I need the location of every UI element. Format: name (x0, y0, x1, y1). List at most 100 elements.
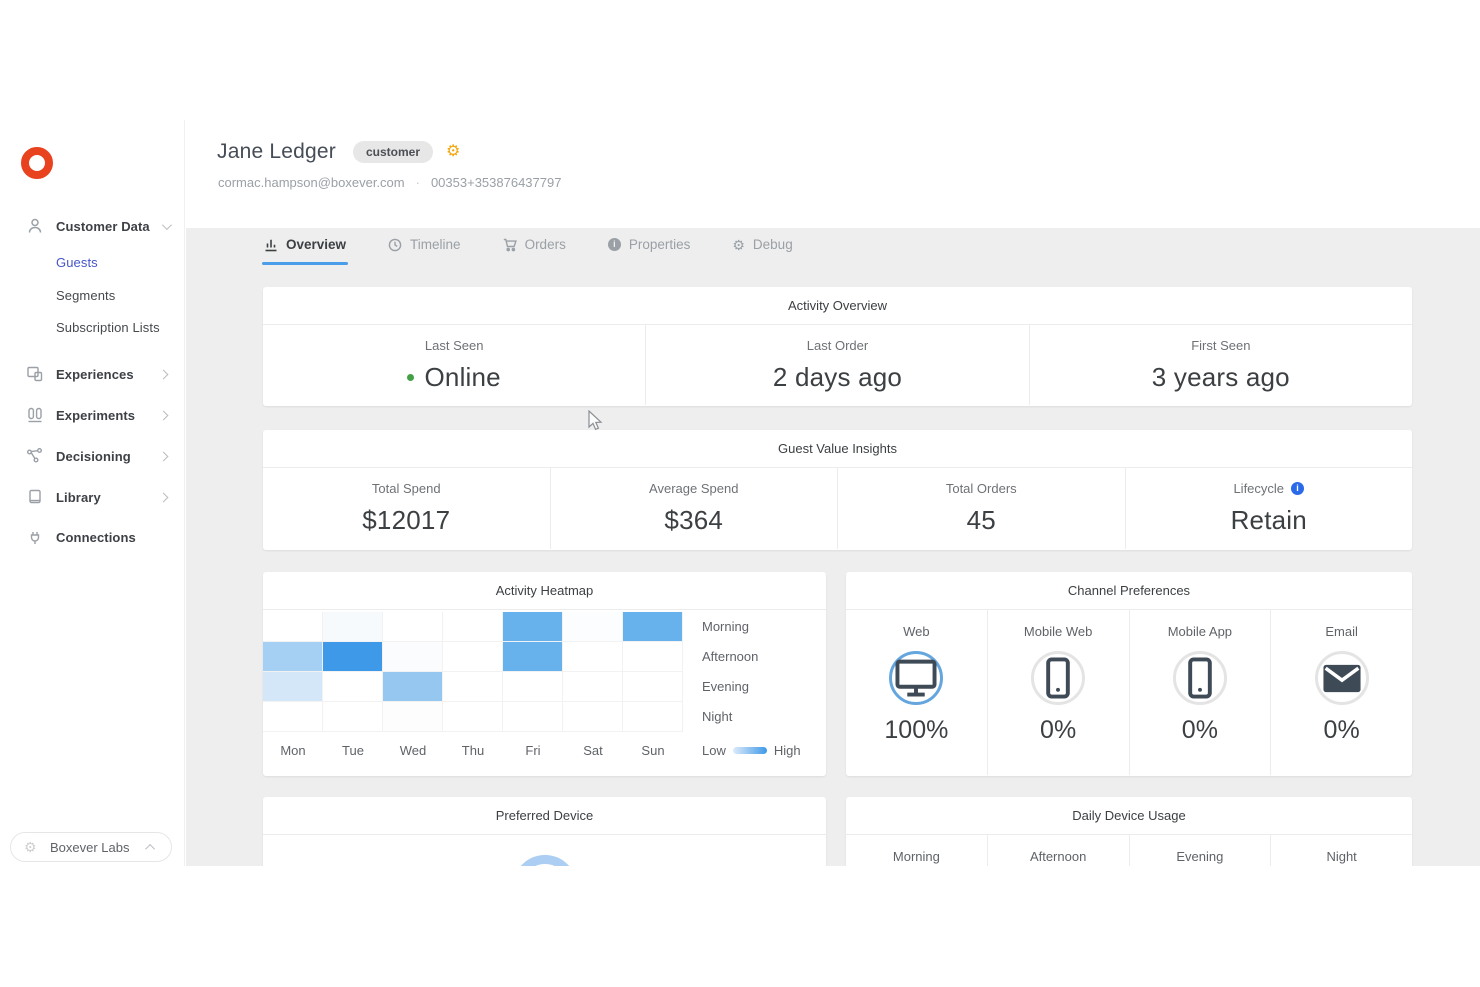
sidebar-item-decisioning[interactable]: Decisioning (0, 444, 185, 468)
metric-value: Retain (1230, 505, 1307, 535)
tab-orders[interactable]: Orders (503, 237, 566, 265)
channel-web: Web 100% (846, 610, 988, 775)
sidebar-item-label: Decisioning (56, 448, 131, 464)
channel-ring (1314, 651, 1369, 705)
usage-column-evening: Evening (1130, 835, 1272, 866)
heatmap-row-label: Morning (702, 619, 749, 634)
clock-icon (388, 238, 402, 252)
tab-debug[interactable]: ⚙ Debug (732, 237, 792, 265)
heatmap-cell-sat-afternoon (563, 642, 623, 672)
heatmap-cell-thu-night (443, 702, 503, 732)
content-area: Overview Timeline Orders Properties ⚙ Debug A… (186, 228, 1480, 866)
monitor-icon (892, 654, 940, 702)
sidebar-item-experiments[interactable]: Experiments (0, 403, 185, 427)
sidebar-item-label: Segments (56, 287, 116, 303)
channel-preferences-body: Web 100% Mobile Web 0% Mobile App 0% Email 0% (846, 610, 1412, 775)
heatmap-cell-fri-night (503, 702, 563, 732)
channel-mobile-web: Mobile Web 0% (988, 610, 1130, 775)
info-icon[interactable]: i (1291, 482, 1305, 495)
channel-label: Email (1325, 624, 1358, 639)
experiments-icon (26, 406, 44, 424)
heatmap-day-label: Wed (399, 743, 427, 758)
person-icon (26, 217, 44, 235)
activity-overview-card: Activity Overview Last Seen Online Last Or… (263, 287, 1412, 406)
page-title: Jane Ledger (217, 140, 336, 163)
metric-value: $364 (664, 505, 724, 535)
metric-label: Total Spend (371, 481, 441, 496)
sidebar-item-connections[interactable]: Connections (0, 525, 185, 549)
sidebar-item-segments[interactable]: Segments (0, 283, 185, 307)
channel-label: Mobile App (1167, 624, 1233, 639)
usage-column-night: Night (1326, 849, 1357, 864)
metric-value: Online (407, 362, 501, 393)
tab-timeline[interactable]: Timeline (388, 237, 461, 265)
preferred-device-card: Preferred Device (263, 797, 826, 866)
heatmap-day-label: Sun (641, 743, 665, 758)
profile-header: Jane Ledger customer ⚙ cormac.hampson@bo… (186, 120, 1480, 228)
activity-heatmap-card: Activity Heatmap Morning Afternoon Evening… (263, 572, 826, 776)
tab-label: Properties (628, 237, 691, 252)
sidebar-item-customer-data[interactable]: Customer Data (0, 214, 185, 238)
heatmap-row-label: Night (702, 709, 733, 724)
value-metric-lifecycle: Lifecycle i Retain (1126, 468, 1413, 549)
sidebar-item-subscription-lists[interactable]: Subscription Lists (0, 315, 185, 339)
guest-value-insights-title: Guest Value Insights (263, 430, 1412, 468)
daily-device-usage-card: Daily Device Usage Morning Afternoon Eveni… (846, 797, 1412, 866)
legend-gradient-bar (732, 747, 767, 754)
heatmap-cell-sun-morning (623, 612, 683, 642)
usage-column-morning: Morning (846, 835, 988, 866)
heatmap-cell-sun-night (623, 702, 683, 732)
heatmap-row-night: Night (263, 702, 826, 732)
cart-icon (503, 238, 517, 252)
channel-percentage: 0% (1040, 716, 1077, 744)
heatmap-cell-mon-afternoon (263, 642, 323, 672)
value-metric-average-spend: Average Spend $364 (551, 468, 838, 549)
chevron-right-icon (158, 492, 169, 502)
channel-label: Web (903, 624, 930, 639)
metric-value: 3 years ago (1151, 361, 1290, 392)
metric-label: First Seen (1191, 337, 1251, 353)
tab-label: Overview (286, 237, 347, 252)
profile-settings-gear-icon[interactable]: ⚙ (446, 143, 461, 160)
sidebar-item-guests[interactable]: Guests (0, 250, 185, 274)
sidebar-item-label: Connections (56, 529, 136, 545)
boxever-labs-button[interactable]: ⚙ Boxever Labs (10, 832, 172, 862)
tab-overview[interactable]: Overview (261, 237, 349, 265)
legend-low-label: Low (702, 743, 726, 758)
heatmap-cell-sat-night (563, 702, 623, 732)
heatmap-cell-mon-evening (263, 672, 323, 702)
tab-properties[interactable]: Properties (607, 237, 691, 265)
heatmap-cell-sun-evening (623, 672, 683, 702)
daily-device-usage-title: Daily Device Usage (846, 797, 1412, 835)
metric-label: Average Spend (649, 481, 739, 496)
guest-value-insights-metrics: Total Spend $12017 Average Spend $364 Total … (263, 468, 1412, 549)
sidebar-item-label: Library (56, 489, 101, 505)
heatmap-cell-sat-morning (563, 612, 623, 642)
heatmap-row-evening: Evening (263, 672, 826, 702)
sidebar-item-library[interactable]: Library (0, 485, 185, 509)
boxever-logo-icon[interactable] (21, 147, 53, 179)
boxever-labs-label: Boxever Labs (50, 839, 130, 855)
heatmap-cell-thu-morning (443, 612, 503, 642)
heatmap-cell-mon-night (263, 702, 323, 732)
metric-label: Total Orders (945, 481, 1017, 496)
decisioning-icon (26, 447, 44, 465)
sidebar-item-label: Guests (56, 254, 98, 270)
online-status-dot (407, 373, 415, 381)
channel-percentage: 100% (884, 716, 949, 744)
heatmap-cell-thu-afternoon (443, 642, 503, 672)
heatmap-cell-wed-evening (383, 672, 443, 702)
heatmap-row-label: Evening (702, 679, 749, 694)
tab-label: Timeline (410, 237, 461, 252)
gear-icon: ⚙ (732, 236, 745, 253)
heatmap-day-label: Tue (342, 743, 364, 758)
activity-metric-first-seen: First Seen 3 years ago (1030, 325, 1412, 405)
sidebar-item-experiences[interactable]: Experiences (0, 362, 185, 386)
chevron-right-icon (158, 451, 169, 461)
activity-metric-last-seen: Last Seen Online (263, 325, 647, 405)
chevron-right-icon (158, 369, 169, 379)
chevron-up-icon (145, 843, 156, 854)
channel-mobile-app: Mobile App 0% (1130, 610, 1272, 775)
heatmap-row-morning: Morning (263, 612, 826, 642)
heatmap-cell-tue-morning (323, 612, 383, 642)
